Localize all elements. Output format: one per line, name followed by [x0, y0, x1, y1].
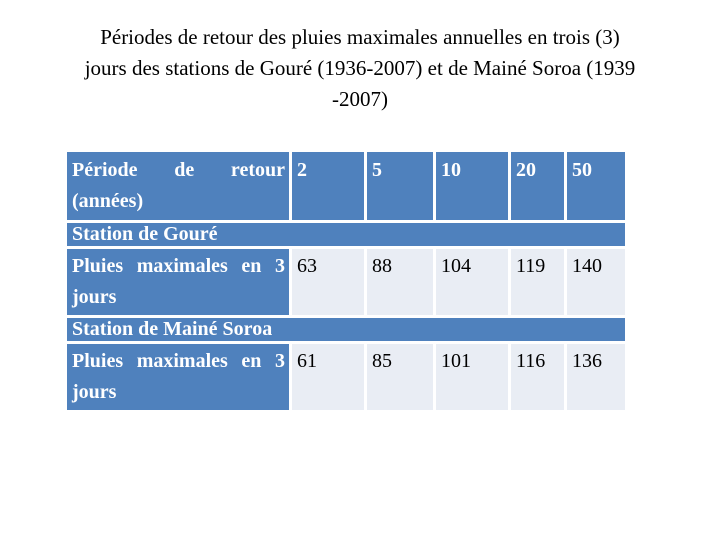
- station-row-maine-soroa: Station de Mainé Soroa: [67, 318, 625, 341]
- header-value-cell: 2: [292, 152, 364, 220]
- header-value-cell: 10: [436, 152, 508, 220]
- slide-title-line-3: -2007): [332, 87, 388, 111]
- slide-title-line-2: jours des stations de Gouré (1936-2007) …: [84, 56, 636, 80]
- station-name-cell: Station de Gouré: [67, 223, 625, 246]
- row-label-cell: Pluies maximales en 3 jours: [67, 249, 289, 315]
- value-cell: 140: [567, 249, 625, 315]
- header-label-cell: Période de retour (années): [67, 152, 289, 220]
- slide-title-line-1: Périodes de retour des pluies maximales …: [100, 25, 620, 49]
- station-row-goure: Station de Gouré: [67, 223, 625, 246]
- header-value-cell: 5: [367, 152, 433, 220]
- value-cell: 63: [292, 249, 364, 315]
- row-label-cell: Pluies maximales en 3 jours: [67, 344, 289, 410]
- value-cell: 61: [292, 344, 364, 410]
- value-cell: 119: [511, 249, 564, 315]
- header-value-cell: 50: [567, 152, 625, 220]
- data-row-maine-soroa: Pluies maximales en 3 jours 61 85 101 11…: [67, 344, 625, 410]
- return-period-table: Période de retour (années) 2 5 10 20 50 …: [64, 149, 628, 413]
- data-row-goure: Pluies maximales en 3 jours 63 88 104 11…: [67, 249, 625, 315]
- station-name-cell: Station de Mainé Soroa: [67, 318, 625, 341]
- value-cell: 116: [511, 344, 564, 410]
- header-value-cell: 20: [511, 152, 564, 220]
- slide-title: Périodes de retour des pluies maximales …: [0, 22, 720, 115]
- value-cell: 101: [436, 344, 508, 410]
- value-cell: 88: [367, 249, 433, 315]
- value-cell: 104: [436, 249, 508, 315]
- value-cell: 136: [567, 344, 625, 410]
- table-header-row: Période de retour (années) 2 5 10 20 50: [67, 152, 625, 220]
- value-cell: 85: [367, 344, 433, 410]
